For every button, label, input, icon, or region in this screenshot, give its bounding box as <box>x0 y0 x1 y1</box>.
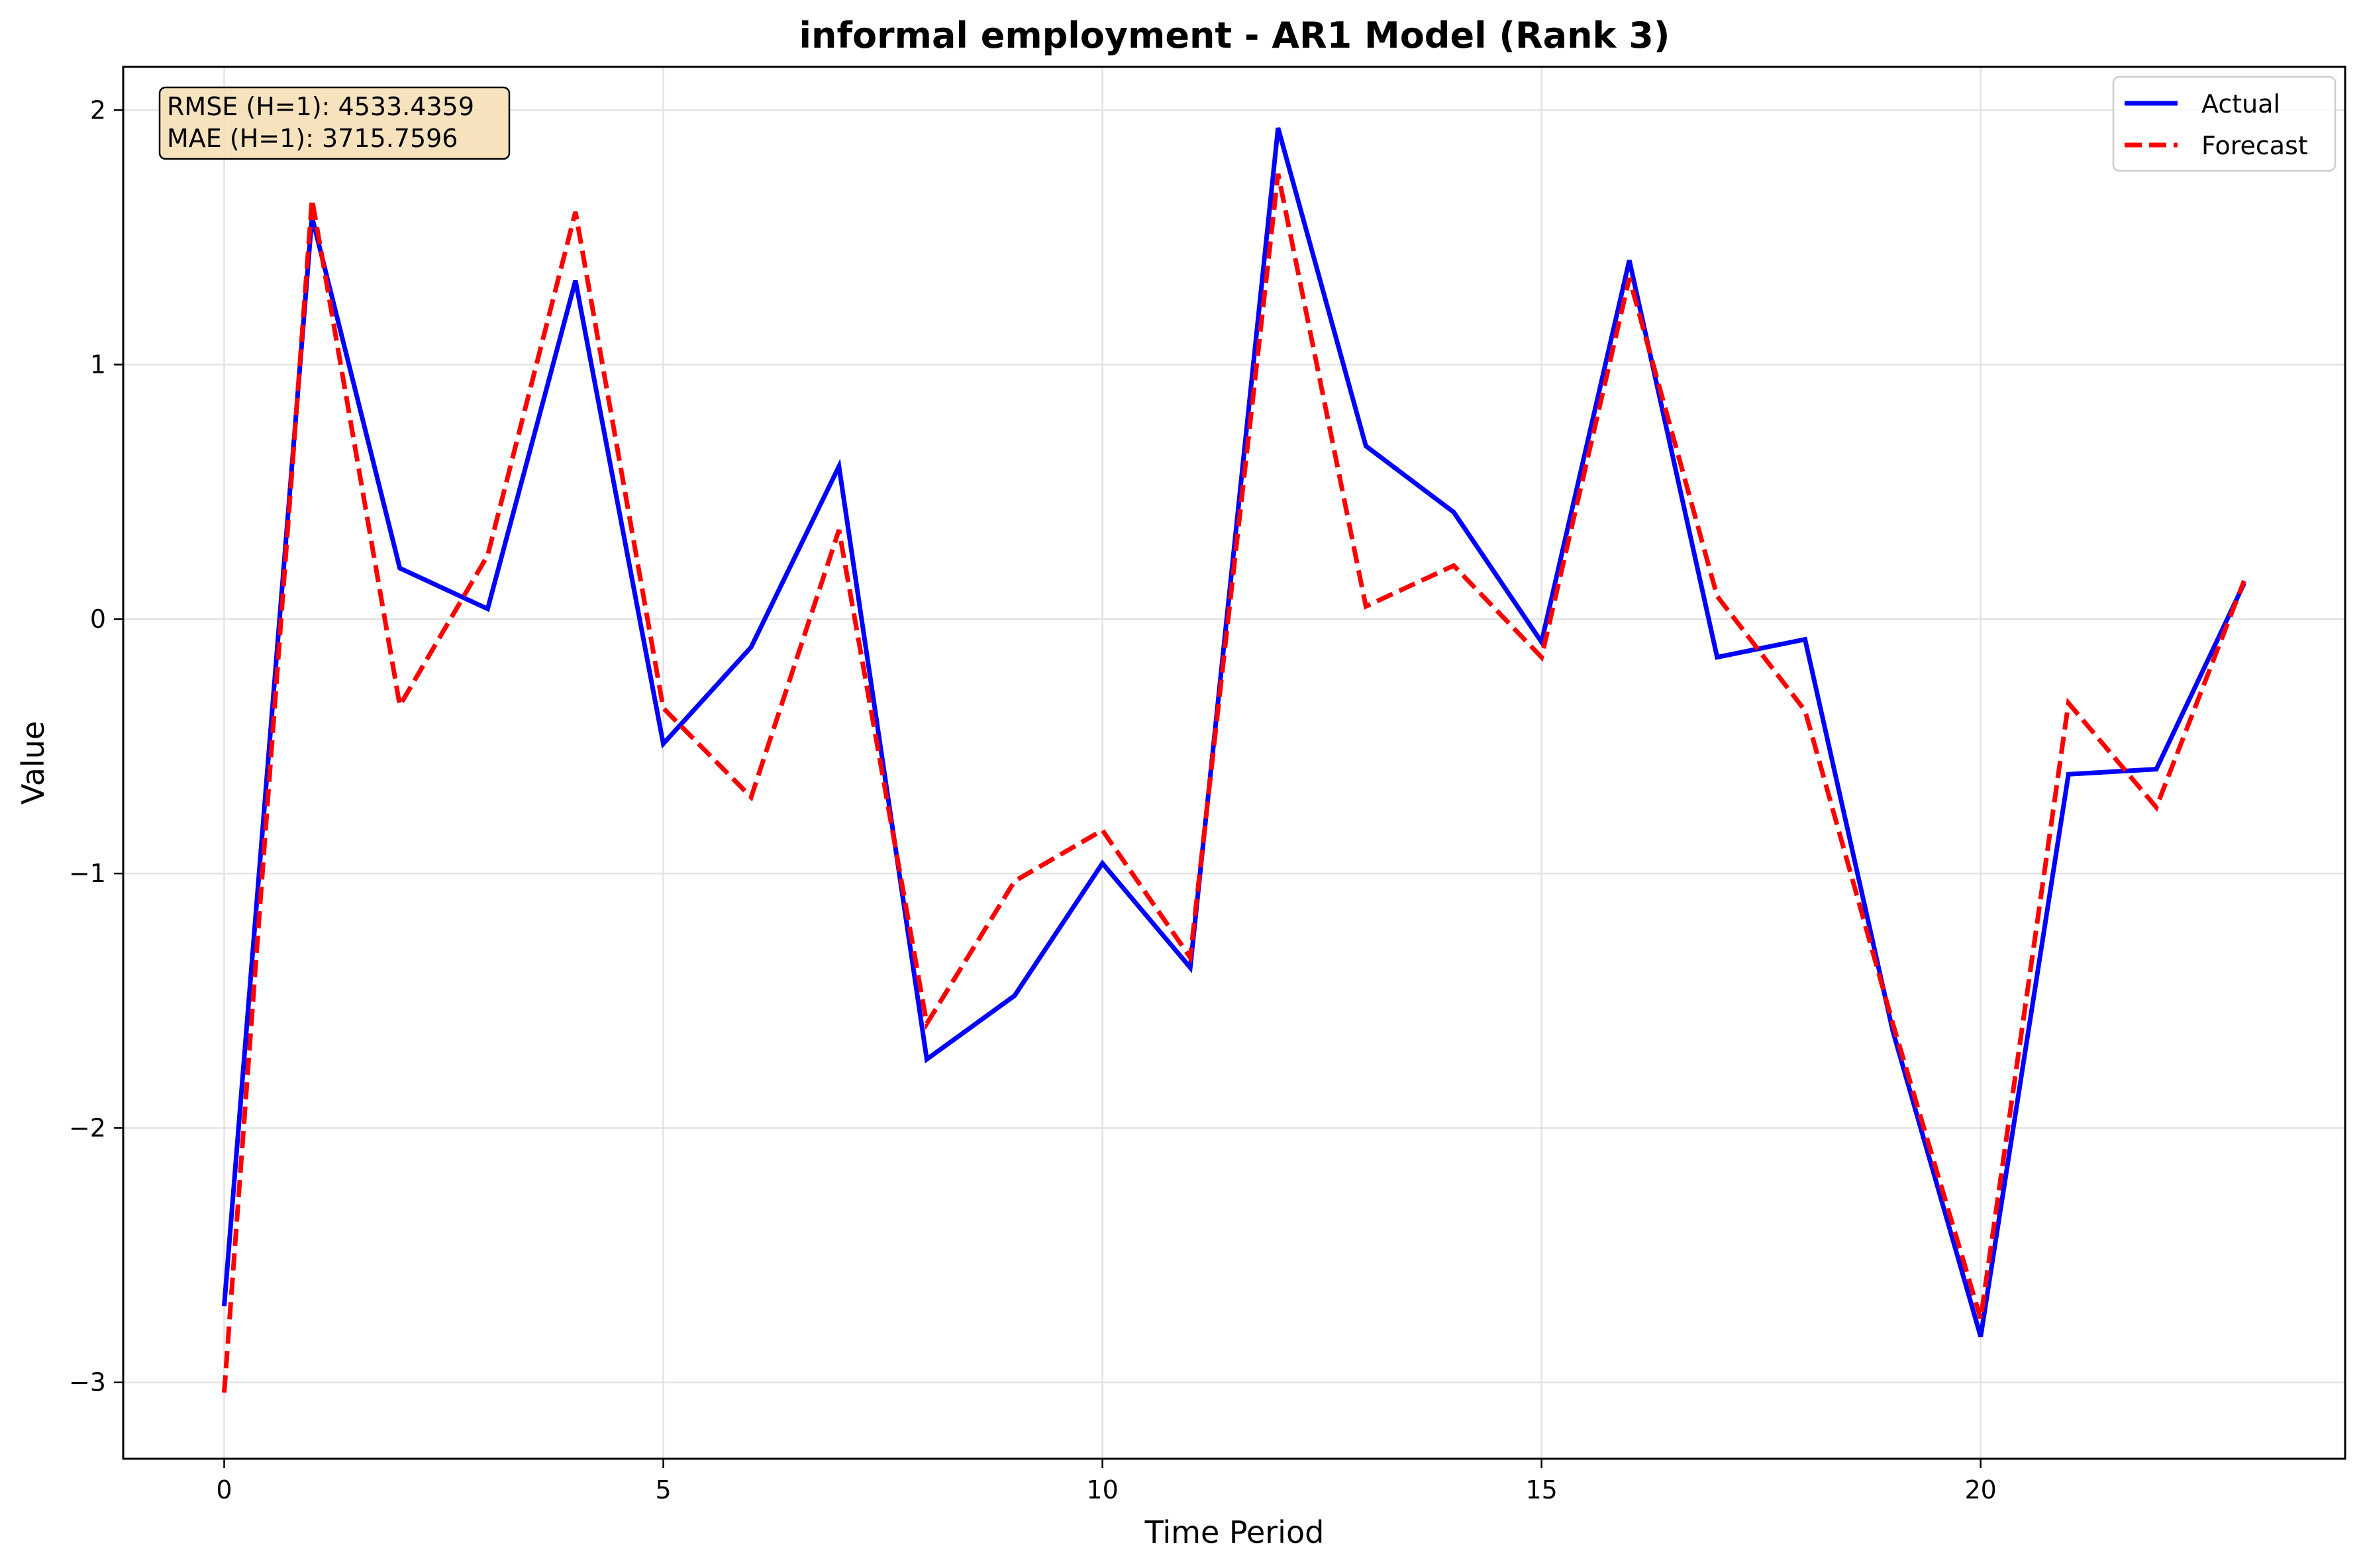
series-lines <box>222 127 2246 1393</box>
legend-forecast-label: Forecast <box>2201 131 2308 160</box>
plot-area-frame <box>122 66 2346 1460</box>
x-tick-label: 0 <box>216 1475 232 1504</box>
chart-title: informal employment - AR1 Model (Rank 3) <box>799 15 1670 56</box>
legend-frame <box>2112 75 2337 172</box>
metrics-box: RMSE (H=1): 4533.4359 MAE (H=1): 3715.75… <box>158 86 511 160</box>
x-tick-label: 15 <box>1525 1475 1557 1504</box>
y-tick-label: 1 <box>90 350 106 379</box>
legend: Actual Forecast <box>2112 75 2337 172</box>
x-tick-label: 20 <box>1964 1475 1996 1504</box>
series-forecast-line <box>222 173 2246 1393</box>
x-tick-label: 10 <box>1086 1475 1118 1504</box>
y-tick-label: 2 <box>90 95 106 124</box>
x-axis-ticks: 0 5 10 15 20 <box>216 1459 1997 1504</box>
mae-text: MAE (H=1): 3715.7596 <box>167 124 458 153</box>
legend-actual-label: Actual <box>2201 89 2280 119</box>
x-tick-label: 5 <box>655 1475 671 1504</box>
y-axis-ticks: −3 −2 −1 0 1 2 <box>69 95 123 1397</box>
y-tick-label: −2 <box>69 1113 106 1142</box>
y-axis-label: Value <box>15 721 51 805</box>
y-tick-label: 0 <box>90 605 106 634</box>
x-axis-label: Time Period <box>1144 1514 1325 1550</box>
rmse-text: RMSE (H=1): 4533.4359 <box>167 92 474 121</box>
metrics-box-background <box>158 86 511 160</box>
y-tick-label: −3 <box>69 1368 106 1397</box>
y-tick-label: −1 <box>69 859 106 888</box>
